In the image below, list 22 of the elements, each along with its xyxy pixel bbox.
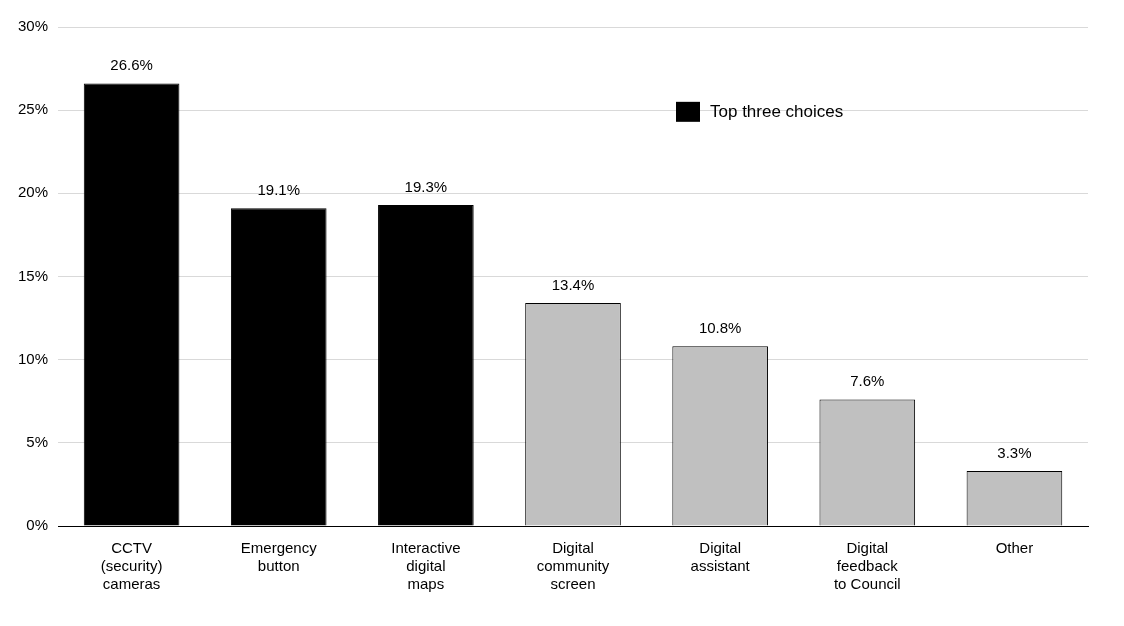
y-tick-label: 5% [26, 432, 49, 450]
text: 13.4% [551, 275, 595, 293]
x-tick-label: CCTV (security) cameras [100, 539, 163, 593]
text: 3.3% [997, 443, 1032, 461]
text: 19.3% [404, 177, 448, 195]
y-tick-label: 25% [17, 100, 49, 118]
text: 10.8% [698, 319, 742, 336]
text: 19.1% [257, 180, 300, 198]
x-tick-label: Emergency button [240, 539, 318, 575]
y-tick-label: 10% [17, 349, 49, 367]
x-tick-label: Digital feedback to Council [833, 539, 901, 593]
text: 26.6% [110, 56, 153, 74]
text: 7.6% [850, 372, 885, 390]
legend-label: Top three choices [710, 101, 844, 121]
y-tick-label: 15% [17, 266, 49, 284]
y-tick-label: 30% [17, 17, 49, 35]
y-tick-label: 0% [26, 516, 49, 534]
x-tick-label: Digital community screen [536, 539, 610, 593]
x-tick-label: Digital assistant [690, 539, 751, 575]
y-tick-label: 20% [17, 183, 49, 201]
x-tick-label: Interactive digital maps [391, 539, 461, 593]
x-tick-label: Other [995, 539, 1034, 557]
